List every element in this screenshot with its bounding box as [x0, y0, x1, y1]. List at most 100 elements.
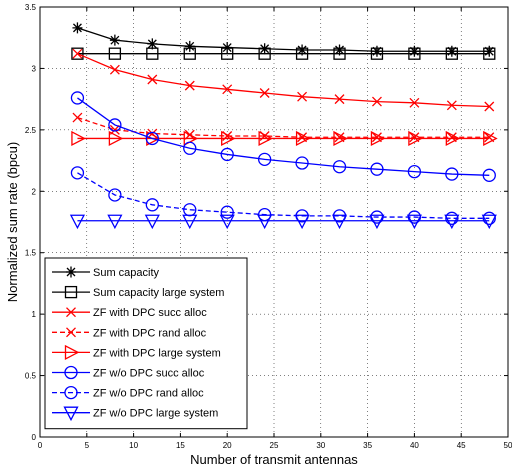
legend-marker: [63, 406, 79, 422]
y-tick-label: 3: [32, 64, 37, 73]
data-point: [69, 214, 86, 230]
legend-entry: ZF w/o DPC rand alloc: [52, 385, 204, 400]
data-point: [446, 45, 457, 57]
legend-label: ZF with DPC succ alloc: [93, 307, 207, 319]
data-point: [183, 141, 197, 155]
legend: Sum capacity Sum capacity large system ZF …: [44, 257, 248, 430]
data-point: [108, 188, 122, 202]
x-tick-label: 10: [129, 441, 138, 450]
data-point: [108, 118, 122, 132]
data-point: [408, 47, 421, 60]
legend-marker: [64, 365, 78, 380]
data-point: [144, 214, 160, 230]
data-point: [484, 45, 495, 57]
legend-label: ZF w/o DPC rand alloc: [93, 388, 204, 400]
data-point: [370, 162, 384, 176]
data-point: [295, 130, 311, 147]
data-point: [332, 160, 347, 174]
data-point: [482, 168, 496, 182]
data-point: [333, 47, 346, 60]
x-tick-label: 50: [504, 441, 512, 450]
x-tick-label: 0: [38, 441, 43, 450]
data-point: [297, 91, 308, 102]
series-line: [77, 172, 490, 219]
legend-entry: ZF with DPC large system: [52, 344, 221, 360]
data-point: [333, 130, 348, 147]
data-point: [295, 47, 309, 60]
y-tick-label: 1: [32, 310, 37, 319]
series-1: [71, 47, 496, 60]
data-point: [220, 147, 234, 162]
data-point: [107, 214, 123, 230]
data-point: [70, 91, 85, 105]
x-tick-label: 5: [85, 441, 90, 450]
data-point: [445, 167, 459, 181]
legend-label: ZF with DPC large system: [93, 347, 221, 359]
legend-label: ZF w/o DPC succ alloc: [93, 368, 205, 380]
x-tick-label: 20: [223, 441, 232, 450]
data-point: [257, 214, 273, 230]
data-point: [297, 44, 308, 56]
data-point: [219, 214, 235, 230]
data-point: [372, 96, 382, 107]
data-point: [258, 130, 274, 147]
data-point: [407, 164, 422, 179]
data-point: [222, 84, 233, 95]
x-tick-label: 40: [410, 441, 419, 450]
y-tick-label: 1.5: [25, 249, 37, 258]
x-tick-label: 25: [270, 441, 279, 450]
legend-label: ZF w/o DPC large system: [93, 408, 218, 420]
data-point: [484, 101, 495, 112]
data-point: [221, 47, 234, 60]
data-point: [70, 166, 85, 180]
legend-marker: [64, 285, 78, 299]
y-axis-label: Normalized sum rate (bpcu): [5, 142, 20, 302]
legend-marker: [64, 385, 78, 400]
y-tick-label: 0.5: [25, 372, 37, 381]
data-point: [109, 64, 120, 75]
data-point: [109, 34, 120, 46]
data-point: [108, 130, 124, 147]
data-point: [72, 48, 83, 59]
data-point: [370, 130, 386, 147]
series-0: [72, 22, 495, 57]
data-point: [184, 40, 195, 52]
y-tick-label: 2: [32, 187, 37, 196]
legend-marker: [66, 327, 76, 338]
x-axis-label: Number of transmit antennas: [190, 452, 358, 467]
data-point: [71, 130, 86, 147]
data-point: [295, 156, 309, 170]
data-point: [183, 47, 196, 60]
series-line: [77, 27, 490, 52]
x-tick-label: 45: [457, 441, 466, 450]
data-point: [146, 47, 159, 60]
data-point: [481, 214, 497, 230]
series-4: [71, 130, 498, 147]
series-layer: [69, 22, 498, 230]
data-point: [71, 47, 84, 60]
data-point: [406, 214, 422, 230]
legend-entry: ZF with DPC rand alloc: [52, 327, 207, 339]
legend-label: Sum capacity: [93, 267, 160, 279]
data-point: [145, 198, 159, 212]
data-point: [294, 214, 310, 230]
data-point: [483, 130, 498, 147]
data-point: [445, 130, 461, 147]
data-point: [334, 44, 345, 56]
data-point: [221, 130, 236, 147]
legend-label: Sum capacity large system: [93, 287, 224, 299]
data-point: [147, 74, 158, 85]
y-tick-label: 3.5: [25, 3, 37, 12]
data-point: [258, 47, 271, 60]
legend-marker: [66, 266, 76, 278]
data-point: [220, 205, 234, 219]
series-line: [77, 116, 490, 138]
legend-marker: [64, 344, 80, 360]
data-point: [334, 94, 345, 105]
data-point: [446, 100, 457, 111]
data-point: [72, 22, 83, 34]
data-point: [145, 131, 159, 146]
data-point: [444, 214, 460, 230]
data-point: [331, 214, 348, 230]
